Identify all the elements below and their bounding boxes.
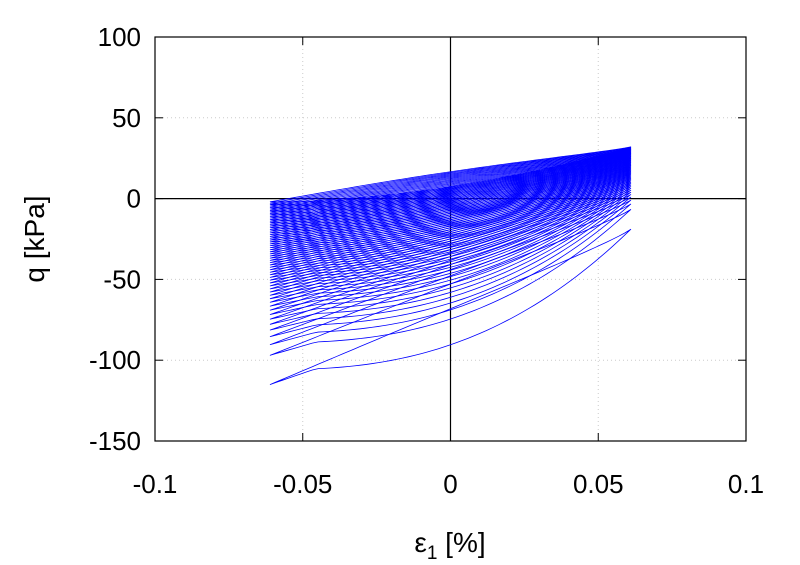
series-loop (269, 177, 632, 287)
series-loop (269, 156, 632, 232)
series-loop (269, 155, 632, 227)
x-tick-label: 0.05 (573, 469, 624, 499)
y-tick-label: -100 (89, 345, 141, 375)
series-loop (269, 149, 632, 211)
x-tick-label: 0.1 (728, 469, 764, 499)
series-loop (269, 168, 632, 264)
series-loop (269, 199, 632, 338)
series-loop (269, 184, 632, 303)
series-loop (269, 146, 632, 203)
x-tick-label: -0.1 (133, 469, 178, 499)
y-tick-label: 100 (98, 22, 141, 52)
series-loop (269, 181, 632, 296)
y-tick-label: 0 (127, 184, 141, 214)
series-loop (269, 194, 632, 325)
series-loop (269, 175, 632, 281)
series-loops (269, 146, 632, 385)
series-loop (269, 160, 632, 243)
y-tick-labels: 100 50 0 -50 -100 -150 (89, 22, 141, 456)
series-loop (269, 150, 632, 213)
series-loop (269, 151, 632, 217)
series-loop (269, 147, 632, 206)
y-tick-label: 50 (112, 103, 141, 133)
series-loop (269, 159, 632, 239)
series-loop (269, 176, 632, 284)
x-axis-title: ε1 [%] (414, 527, 485, 564)
y-axis-title: q [kPa] (19, 195, 50, 282)
series-loop (269, 161, 632, 245)
series-loop (269, 170, 632, 268)
series-loop (269, 147, 632, 207)
series-loop (269, 152, 632, 219)
series-loop (269, 162, 632, 247)
series-loop (269, 189, 632, 315)
series-loop (269, 209, 632, 356)
series-loop (269, 158, 632, 236)
series-loop (269, 151, 632, 216)
series-loop (269, 156, 632, 230)
series-loop (269, 171, 632, 271)
series-loop (269, 148, 632, 208)
tick-marks (154, 36, 747, 442)
series-loop (269, 187, 632, 311)
series-loop (269, 146, 632, 204)
x-tick-label: 0 (443, 469, 457, 499)
x-tick-labels: -0.1 -0.05 0 0.05 0.1 (133, 469, 764, 499)
y-tick-label: -50 (103, 264, 141, 294)
y-tick-label: -150 (89, 426, 141, 456)
x-tick-label: -0.05 (273, 469, 332, 499)
series-loop (269, 203, 632, 346)
series-loop (269, 160, 632, 241)
series-loop (269, 150, 632, 214)
series-loop (269, 149, 632, 210)
series-loop (269, 169, 632, 266)
series-loop (269, 158, 632, 237)
series-loop (269, 157, 632, 234)
series-loop (269, 183, 632, 300)
series-loop (269, 155, 632, 229)
